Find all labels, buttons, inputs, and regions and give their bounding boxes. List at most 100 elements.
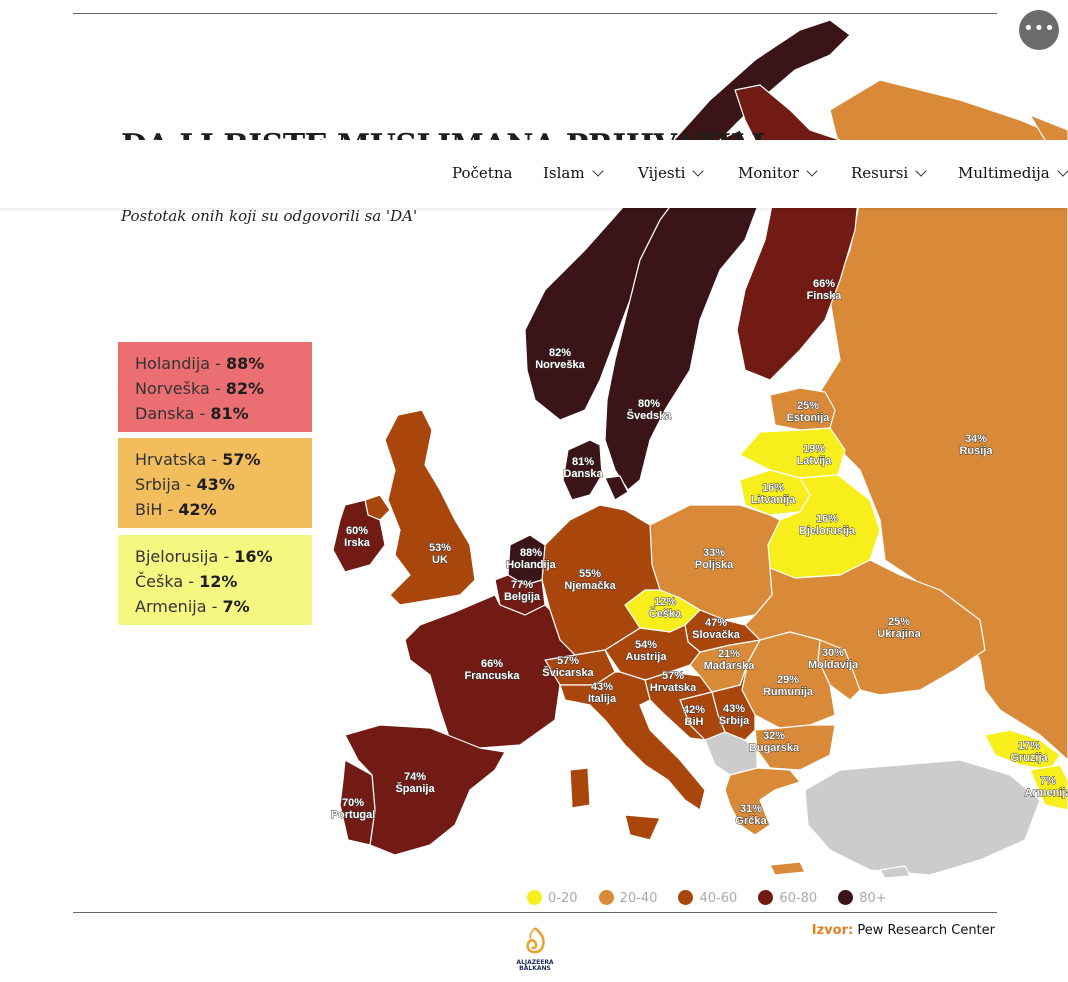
legend-swatch xyxy=(838,890,854,905)
summary-value: 43% xyxy=(196,475,235,494)
map-country-label: Portugal xyxy=(331,809,376,821)
more-options-button[interactable]: ••• xyxy=(1019,10,1059,50)
nav-label: Monitor xyxy=(738,164,800,182)
map-country-label: Mađarska xyxy=(704,660,756,672)
map-country-label: Italija xyxy=(588,693,617,705)
map-value-label: 66% xyxy=(813,278,835,290)
map-value-label: 54% xyxy=(635,639,657,651)
region-krit xyxy=(769,861,806,876)
map-country-label: Rumunija xyxy=(763,686,814,698)
legend-item: 0-20 xyxy=(527,890,578,906)
region-hrvatska xyxy=(644,671,713,741)
summary-row: Češka - 12% xyxy=(135,572,238,591)
aljazeera-balkans-logo: ALJAZEERA BALKANS xyxy=(516,926,554,974)
nav-item-multimedija[interactable]: Multimedija xyxy=(958,164,1068,182)
map-country-label: Bugarska xyxy=(749,742,800,754)
legend-item: 60-80 xyxy=(758,890,817,906)
legend-swatch xyxy=(527,890,542,905)
map-value-label: 25% xyxy=(888,616,910,628)
map-value-label: 42% xyxy=(683,704,705,716)
map-value-label: 16% xyxy=(762,482,784,494)
region-italija xyxy=(559,671,706,811)
summary-value: 42% xyxy=(178,500,217,519)
region-uk xyxy=(384,409,476,606)
nav-label: Resursi xyxy=(851,164,909,182)
summary-country: Danska xyxy=(135,404,195,423)
map-value-label: 53% xyxy=(429,542,451,554)
summary-value: 81% xyxy=(210,404,249,423)
chevron-down-icon xyxy=(591,165,604,177)
map-value-label: 16% xyxy=(816,513,838,525)
map-value-label: 17% xyxy=(1018,740,1040,752)
nav-item-monitor[interactable]: Monitor xyxy=(738,164,818,182)
chevron-down-icon xyxy=(1057,165,1068,177)
region-sardinija xyxy=(569,767,591,809)
logo-line-2: BALKANS xyxy=(519,965,551,972)
map-country-label: Gruzija xyxy=(1010,752,1048,764)
nav-item-resursi[interactable]: Resursi xyxy=(851,164,927,182)
legend-label: 40-60 xyxy=(699,891,738,906)
summary-row: Armenija - 7% xyxy=(135,597,250,616)
summary-row: Norveška - 82% xyxy=(135,379,265,398)
nav-item-pocetna[interactable]: Početna xyxy=(452,164,512,182)
region-svedska xyxy=(604,129,761,491)
map-country-label: Francuska xyxy=(464,670,520,682)
region-danska-otok xyxy=(604,475,629,501)
map-value-label: 31% xyxy=(740,803,762,815)
map-country-label: UK xyxy=(432,554,448,566)
nav-item-islam[interactable]: Islam xyxy=(543,164,604,182)
summary-row: Danska - 81% xyxy=(135,404,249,423)
region-armenija xyxy=(1029,764,1068,811)
region-gruzija xyxy=(984,729,1061,771)
top-divider xyxy=(73,13,997,14)
logo-emblem xyxy=(526,927,545,954)
map-country-label: Finska xyxy=(807,290,843,302)
summary-box-bottom: Bjelorusija - 16% Češka - 12% Armenija -… xyxy=(118,535,312,625)
map-country-label: Njemačka xyxy=(564,580,616,592)
legend-item: 20-40 xyxy=(598,890,657,906)
map-country-label: Armenija xyxy=(1024,787,1068,799)
map-legend: 0-20 20-40 40-60 60-80 80+ xyxy=(527,887,903,906)
summary-box-middle: Hrvatska - 57% Srbija - 43% BiH - 42% xyxy=(118,438,312,528)
map-country-label: BiH xyxy=(685,716,704,728)
legend-swatch xyxy=(758,890,774,905)
map-country-label: Norveška xyxy=(535,359,585,371)
map-value-label: 88% xyxy=(520,547,542,559)
map-country-label: Belgija xyxy=(504,591,541,603)
summary-country: Češka xyxy=(135,572,184,591)
map-value-label: 21% xyxy=(718,648,740,660)
summary-country: Holandija xyxy=(135,354,211,373)
region-turska xyxy=(804,759,1041,876)
map-country-label: Grčka xyxy=(735,815,767,827)
map-country-label: Estonija xyxy=(787,412,831,424)
logo-line-1: ALJAZEERA xyxy=(516,959,554,966)
region-bugarska xyxy=(754,724,836,771)
region-kipar xyxy=(879,865,911,879)
map-value-label: 57% xyxy=(662,670,684,682)
summary-row: Srbija - 43% xyxy=(135,475,235,494)
region-grcka xyxy=(724,767,801,836)
legend-label: 80+ xyxy=(859,891,887,906)
map-country-label: Švicarska xyxy=(542,666,594,679)
map-value-label: 32% xyxy=(763,730,785,742)
map-value-label: 12% xyxy=(654,596,676,608)
source-text: Pew Research Center xyxy=(857,923,995,938)
navbar: Početna Islam Vijesti Monitor Resursi Mu… xyxy=(0,140,1068,208)
region-irska xyxy=(332,499,386,573)
bottom-divider xyxy=(73,912,997,913)
region-sicilija xyxy=(624,814,661,841)
legend-item: 80+ xyxy=(838,890,887,906)
nav-label: Multimedija xyxy=(958,164,1050,182)
map-country-label: Danska xyxy=(563,468,603,480)
legend-swatch xyxy=(598,890,614,905)
map-country-label: Rusija xyxy=(959,445,993,457)
source-label: Izvor: xyxy=(811,923,854,938)
nav-item-vijesti[interactable]: Vijesti xyxy=(638,164,705,182)
region-portugal xyxy=(339,759,376,846)
summary-country: Hrvatska xyxy=(135,450,207,469)
map-country-label: Moldavija xyxy=(808,659,859,671)
summary-row: Bjelorusija - 16% xyxy=(135,547,273,566)
source-credit: Izvor: Pew Research Center xyxy=(812,923,995,938)
region-latvija xyxy=(739,427,846,479)
